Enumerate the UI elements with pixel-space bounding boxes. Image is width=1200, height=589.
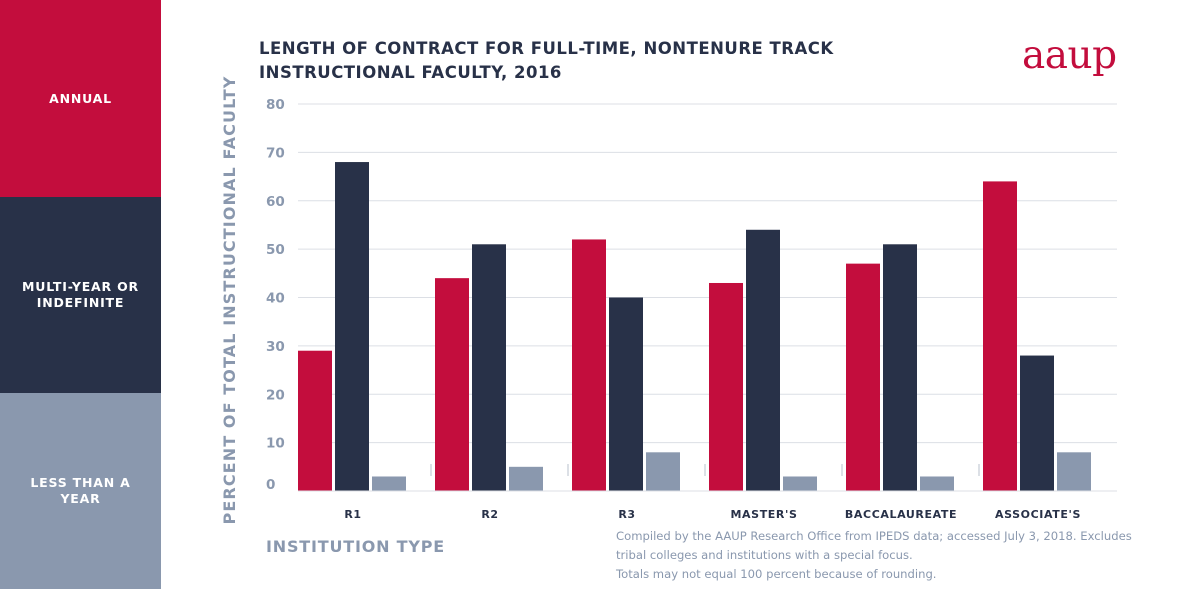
- bar-associate-s-0: [983, 181, 1017, 491]
- y-tick-label: 40: [266, 291, 285, 307]
- x-tick-label: R1: [344, 508, 361, 521]
- y-axis-label: PERCENT OF TOTAL INSTRUCTIONAL FACULTY: [220, 76, 239, 525]
- source-note: Compiled by the AAUP Research Office fro…: [616, 527, 1176, 584]
- x-axis-label: INSTITUTION TYPE: [266, 537, 446, 556]
- bar-r3-2: [646, 452, 680, 491]
- x-tick-label: R2: [481, 508, 498, 521]
- legend-multi-year-label: MULTI-YEAR OR INDEFINITE: [22, 279, 139, 310]
- source-note-line-3: Totals may not equal 100 percent because…: [616, 567, 937, 581]
- x-tick-label: BACCALAUREATE: [845, 508, 957, 521]
- y-tick-label: 50: [266, 242, 285, 258]
- y-tick-label: 0: [266, 477, 275, 493]
- bar-baccalaureate-0: [846, 263, 880, 491]
- bar-associate-s-1: [1020, 355, 1054, 491]
- y-tick-label: 80: [266, 97, 285, 113]
- bar-r1-1: [335, 162, 369, 492]
- aaup-logo: aaup: [1022, 33, 1117, 78]
- legend-multi-year: MULTI-YEAR OR INDEFINITE: [0, 197, 161, 393]
- source-note-line-1: Compiled by the AAUP Research Office fro…: [616, 529, 1132, 543]
- bar-r2-2: [509, 466, 543, 491]
- bar-master-s-1: [746, 229, 780, 491]
- bar-r3-1: [609, 297, 643, 491]
- bar-associate-s-2: [1057, 452, 1091, 491]
- bar-baccalaureate-2: [920, 476, 954, 491]
- legend-annual-label: ANNUAL: [49, 90, 112, 106]
- bar-r1-2: [372, 476, 406, 491]
- y-tick-label: 30: [266, 339, 285, 355]
- y-tick-label: 60: [266, 194, 285, 210]
- legend-less-than-year-label: LESS THAN A YEAR: [30, 475, 131, 506]
- chart-title: LENGTH OF CONTRACT FOR FULL-TIME, NONTEN…: [259, 39, 834, 82]
- bar-master-s-0: [709, 282, 743, 491]
- y-tick-label: 10: [266, 436, 285, 452]
- x-tick-label: MASTER'S: [731, 508, 798, 521]
- source-note-line-2: tribal colleges and institutions with a …: [616, 548, 913, 562]
- bar-r1-0: [298, 350, 332, 491]
- bar-r2-0: [435, 278, 469, 491]
- legend-panel: ANNUAL MULTI-YEAR OR INDEFINITE LESS THA…: [0, 0, 161, 589]
- bar-r2-1: [472, 244, 506, 491]
- legend-less-than-year: LESS THAN A YEAR: [0, 393, 161, 589]
- bar-r3-0: [572, 239, 606, 491]
- y-tick-label: 20: [266, 387, 285, 403]
- x-tick-label: ASSOCIATE'S: [995, 508, 1081, 521]
- legend-annual: ANNUAL: [0, 0, 161, 197]
- bar-master-s-2: [783, 476, 817, 491]
- bar-baccalaureate-1: [883, 244, 917, 491]
- x-tick-label: R3: [618, 508, 635, 521]
- y-tick-label: 70: [266, 145, 285, 161]
